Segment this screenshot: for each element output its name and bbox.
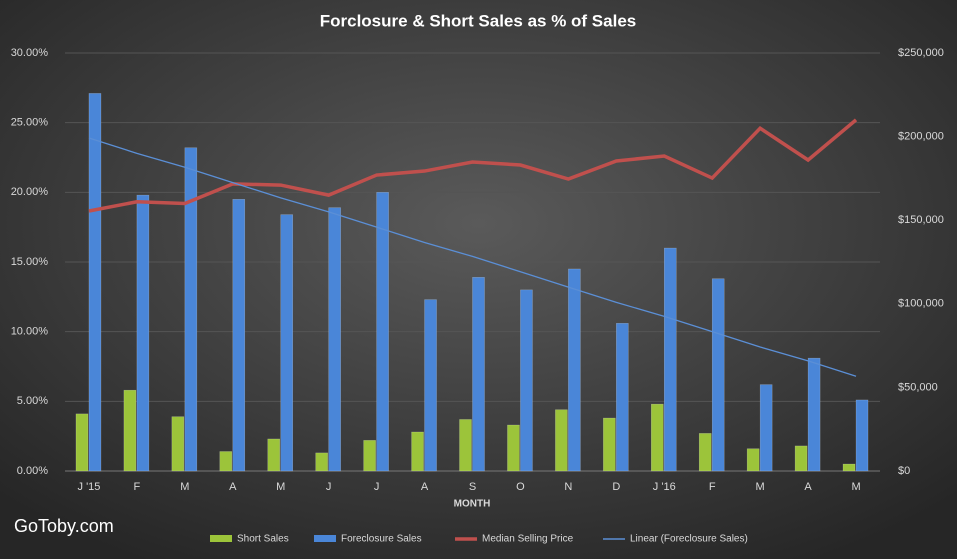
x-tick-label: O xyxy=(516,481,525,493)
y-tick-label: 30.00% xyxy=(11,47,49,59)
bar xyxy=(315,452,328,472)
bar xyxy=(555,409,568,472)
bar xyxy=(267,438,280,472)
bar xyxy=(664,247,677,472)
bar xyxy=(123,389,137,472)
watermark: GoToby.com xyxy=(14,516,114,536)
bar xyxy=(184,147,198,472)
legend-label: Foreclosure Sales xyxy=(341,534,422,545)
bar xyxy=(376,192,389,472)
bar xyxy=(794,445,808,472)
y2-tick-label: $200,000 xyxy=(898,131,944,143)
y-tick-label: 15.00% xyxy=(11,256,49,268)
bar xyxy=(219,451,233,472)
bar xyxy=(759,384,773,472)
x-tick-label: F xyxy=(709,481,716,493)
x-tick-label: A xyxy=(421,481,429,493)
bar xyxy=(520,289,533,472)
x-tick-label: N xyxy=(564,481,572,493)
x-tick-label: S xyxy=(469,481,476,493)
chart-title: Forclosure & Short Sales as % of Sales xyxy=(320,11,637,30)
bar xyxy=(746,448,760,472)
y2-tick-label: $50,000 xyxy=(898,381,938,393)
x-tick-label: J '16 xyxy=(653,481,676,493)
bar xyxy=(698,433,712,472)
legend-swatch xyxy=(210,535,232,542)
legend-label: Linear (Foreclosure Sales) xyxy=(630,534,748,545)
bar xyxy=(855,399,869,472)
bar xyxy=(171,416,185,472)
bar xyxy=(603,417,616,472)
bar xyxy=(459,419,472,472)
y2-tick-label: $0 xyxy=(898,465,910,477)
x-tick-label: A xyxy=(229,481,237,493)
x-tick-label: D xyxy=(612,481,620,493)
y-tick-label: 25.00% xyxy=(11,117,49,129)
y-tick-label: 10.00% xyxy=(11,326,49,338)
trend-line xyxy=(88,137,857,377)
bar xyxy=(88,93,102,472)
bar xyxy=(807,357,821,472)
legend-swatch xyxy=(314,535,336,542)
x-axis-label: MONTH xyxy=(454,499,491,510)
bar xyxy=(616,323,629,472)
bar xyxy=(136,194,150,472)
x-tick-label: J xyxy=(326,481,332,493)
bar xyxy=(842,463,856,472)
y-tick-label: 0.00% xyxy=(17,465,48,477)
y-tick-label: 20.00% xyxy=(11,186,49,198)
bar xyxy=(711,278,725,472)
bar xyxy=(328,207,341,472)
x-tick-label: M xyxy=(180,481,189,493)
bar xyxy=(472,277,485,472)
bar xyxy=(363,440,376,472)
y2-tick-label: $150,000 xyxy=(898,214,944,226)
bar xyxy=(75,413,89,472)
x-tick-label: J '15 xyxy=(78,481,101,493)
x-tick-label: M xyxy=(851,481,860,493)
line xyxy=(88,118,858,213)
x-tick-label: M xyxy=(756,481,765,493)
legend-label: Short Sales xyxy=(237,534,289,545)
y-tick-label: 5.00% xyxy=(17,395,48,407)
bar xyxy=(232,199,246,472)
x-tick-label: F xyxy=(134,481,141,493)
x-tick-label: A xyxy=(804,481,812,493)
bar xyxy=(651,403,664,472)
y2-tick-label: $250,000 xyxy=(898,47,944,59)
x-tick-label: J xyxy=(374,481,380,493)
y2-tick-label: $100,000 xyxy=(898,298,944,310)
legend-label: Median Selling Price xyxy=(482,534,574,545)
bar xyxy=(280,214,293,472)
bar xyxy=(411,431,424,472)
bar xyxy=(568,268,581,472)
x-tick-label: M xyxy=(276,481,285,493)
bar xyxy=(507,424,520,472)
bar xyxy=(424,299,437,472)
